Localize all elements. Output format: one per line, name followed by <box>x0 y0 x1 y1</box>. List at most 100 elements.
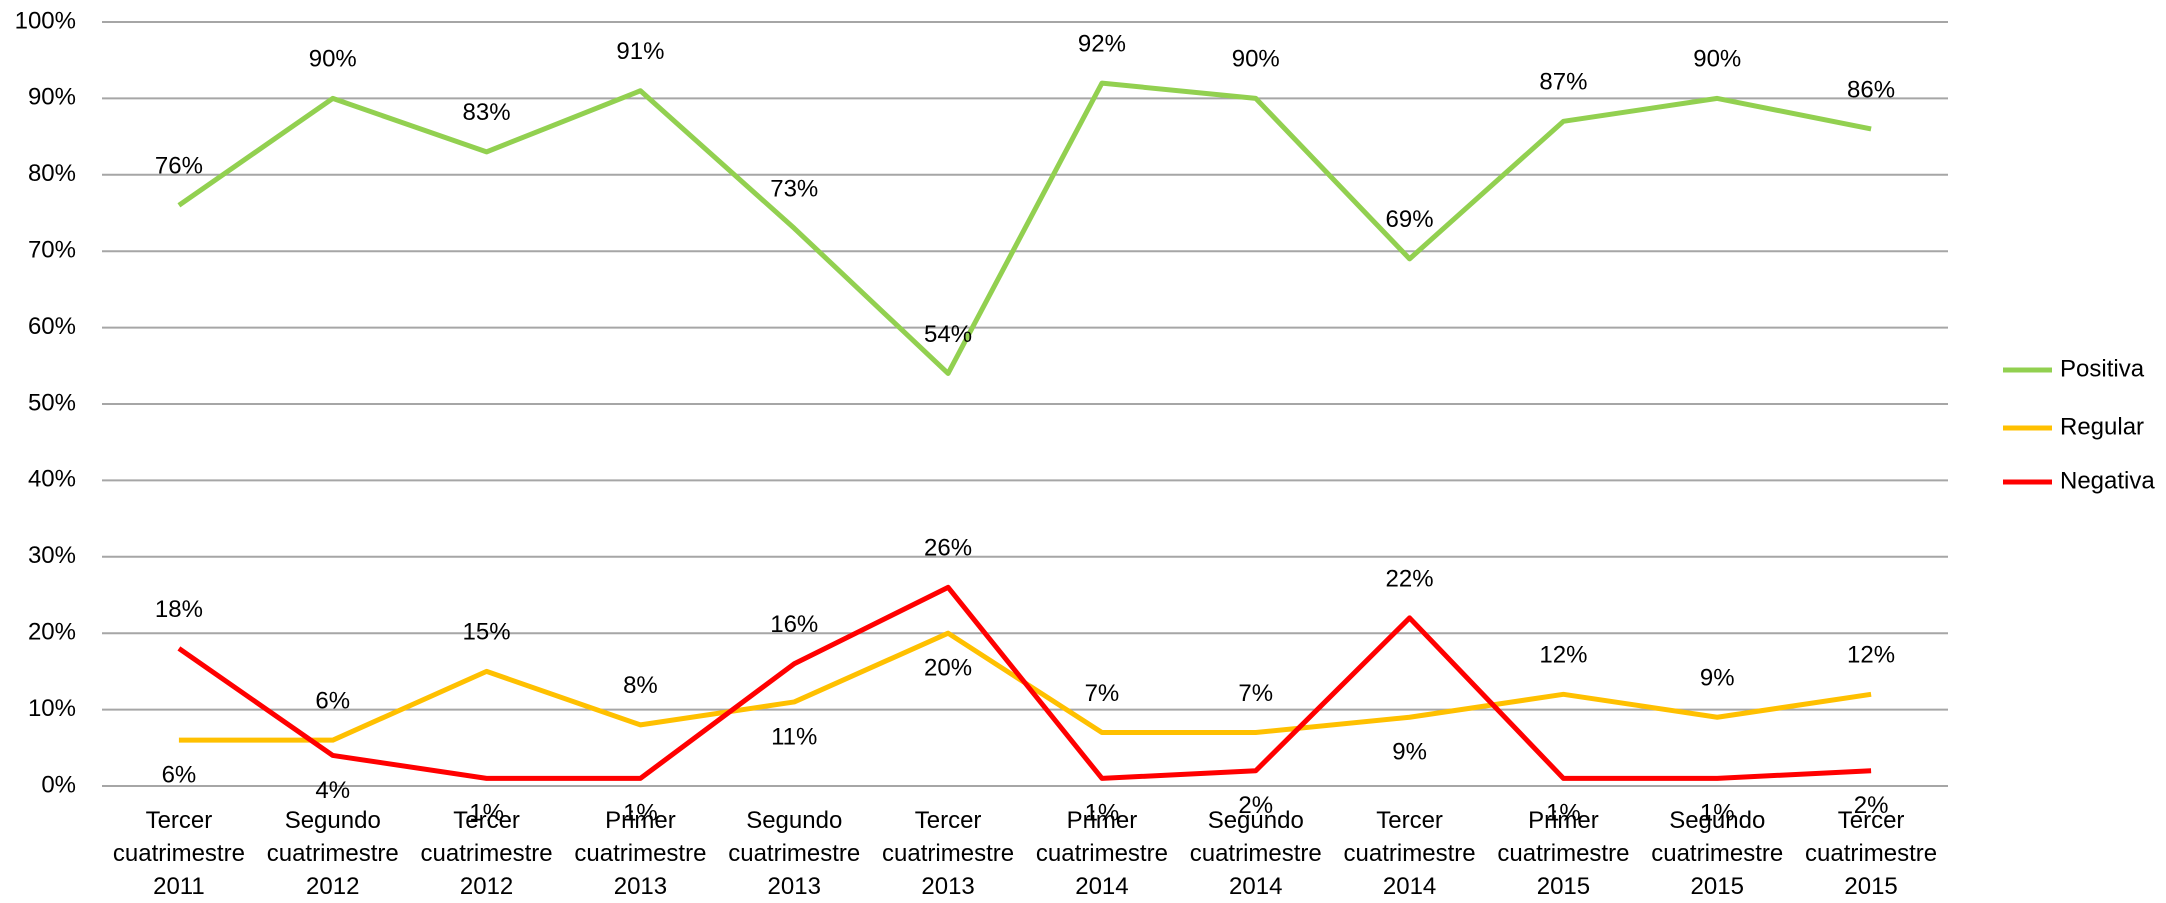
data-label: 1% <box>1085 800 1120 827</box>
data-label: 4% <box>315 777 350 804</box>
x-tick-line: 2015 <box>1844 873 1897 900</box>
x-tick-line: 2013 <box>921 873 974 900</box>
data-label: 87% <box>1539 69 1587 96</box>
x-tick-line: 2013 <box>614 873 667 900</box>
x-tick-line: 2014 <box>1383 873 1436 900</box>
y-tick-label: 100% <box>15 7 76 34</box>
y-tick-label: 50% <box>28 389 76 416</box>
y-tick-label: 40% <box>28 466 76 493</box>
x-tick-label: Primer cuatrimestre 2014 <box>1036 807 1168 900</box>
x-tick-line: cuatrimestre <box>574 840 706 867</box>
data-label: 86% <box>1847 76 1895 103</box>
x-tick-line: cuatrimestre <box>267 840 399 867</box>
data-label: 90% <box>309 46 357 73</box>
y-tick-label: 80% <box>28 160 76 187</box>
x-tick-line: cuatrimestre <box>1805 840 1937 867</box>
data-label: 6% <box>315 688 350 715</box>
data-label: 76% <box>155 153 203 180</box>
x-tick-line: 2013 <box>768 873 821 900</box>
x-tick-line: Tercer <box>1838 807 1905 834</box>
y-tick-label: 60% <box>28 313 76 340</box>
x-tick-label: Tercer cuatrimestre 2012 <box>421 807 553 900</box>
x-tick-label: Primer cuatrimestre 2015 <box>1497 807 1629 900</box>
x-tick-line: cuatrimestre <box>421 840 553 867</box>
data-label: 6% <box>162 762 197 789</box>
data-label: 7% <box>1238 680 1273 707</box>
x-tick-line: Primer <box>1067 807 1138 834</box>
x-tick-line: Segundo <box>1208 807 1304 834</box>
x-tick-label: Tercer cuatrimestre 2015 <box>1805 807 1937 900</box>
x-tick-line: cuatrimestre <box>882 840 1014 867</box>
x-tick-line: cuatrimestre <box>1036 840 1168 867</box>
data-label: 7% <box>1085 680 1120 707</box>
y-tick-label: 90% <box>28 84 76 111</box>
x-tick-line: cuatrimestre <box>728 840 860 867</box>
data-label: 69% <box>1386 206 1434 233</box>
x-tick-label: Tercer cuatrimestre 2014 <box>1344 807 1476 900</box>
legend-label: Negativa <box>2060 467 2155 494</box>
x-tick-line: Tercer <box>453 807 520 834</box>
data-label: 20% <box>924 655 972 682</box>
y-tick-label: 20% <box>28 619 76 646</box>
data-label: 22% <box>1386 565 1434 592</box>
data-label: 1% <box>1700 800 1735 827</box>
x-tick-label: Segundo cuatrimestre 2012 <box>267 807 399 900</box>
data-label: 26% <box>924 535 972 562</box>
x-tick-line: cuatrimestre <box>1344 840 1476 867</box>
legend-label: Positiva <box>2060 355 2145 382</box>
data-label: 92% <box>1078 30 1126 57</box>
data-label: 2% <box>1238 792 1273 819</box>
series-line <box>177 584 1872 781</box>
x-tick-line: cuatrimestre <box>1497 840 1629 867</box>
y-tick-label: 30% <box>28 542 76 569</box>
x-tick-line: Primer <box>605 807 676 834</box>
x-tick-line: cuatrimestre <box>1651 840 1783 867</box>
data-label: 12% <box>1847 642 1895 669</box>
data-label: 90% <box>1232 46 1280 73</box>
x-tick-line: Tercer <box>1376 807 1443 834</box>
x-tick-line: cuatrimestre <box>1190 840 1322 867</box>
x-tick-label: Tercer cuatrimestre 2013 <box>882 807 1014 900</box>
data-label: 1% <box>1546 800 1581 827</box>
x-tick-line: Segundo <box>746 807 842 834</box>
data-label: 2% <box>1854 792 1889 819</box>
series-line <box>177 80 1872 376</box>
data-label: 11% <box>771 723 817 750</box>
data-label: 8% <box>623 672 658 699</box>
data-label: 91% <box>616 38 664 65</box>
legend-label: Regular <box>2060 413 2144 440</box>
data-label: 54% <box>924 321 972 348</box>
data-label: 15% <box>463 619 511 646</box>
data-label: 73% <box>770 176 818 203</box>
x-tick-line: Segundo <box>285 807 381 834</box>
x-tick-line: Tercer <box>915 807 982 834</box>
data-label: 9% <box>1392 739 1427 766</box>
x-tick-line: Segundo <box>1669 807 1765 834</box>
y-tick-label: 70% <box>28 237 76 264</box>
y-tick-label: 0% <box>41 771 76 798</box>
x-tick-label: Segundo cuatrimestre 2013 <box>728 807 860 900</box>
data-label: 1% <box>469 800 504 827</box>
x-tick-line: Tercer <box>146 807 213 834</box>
data-label: 18% <box>155 596 203 623</box>
data-label: 12% <box>1539 642 1587 669</box>
x-tick-label: Segundo cuatrimestre 2014 <box>1190 807 1322 900</box>
x-tick-line: cuatrimestre <box>113 840 245 867</box>
x-tick-line: 2014 <box>1075 873 1128 900</box>
x-tick-line: 2012 <box>306 873 359 900</box>
data-label: 83% <box>463 99 511 126</box>
x-tick-label: Tercer cuatrimestre 2011 <box>113 807 245 900</box>
data-label: 1% <box>623 800 658 827</box>
x-tick-line: 2015 <box>1537 873 1590 900</box>
x-tick-line: Primer <box>1528 807 1599 834</box>
x-tick-label: Segundo cuatrimestre 2015 <box>1651 807 1783 900</box>
x-tick-line: 2011 <box>153 873 205 900</box>
data-label: 9% <box>1700 665 1735 692</box>
x-tick-label: Primer cuatrimestre 2013 <box>574 807 706 900</box>
data-label: 16% <box>770 611 818 638</box>
x-tick-line: 2014 <box>1229 873 1282 900</box>
x-tick-line: 2012 <box>460 873 513 900</box>
x-tick-line: 2015 <box>1691 873 1744 900</box>
y-tick-label: 10% <box>28 695 76 722</box>
